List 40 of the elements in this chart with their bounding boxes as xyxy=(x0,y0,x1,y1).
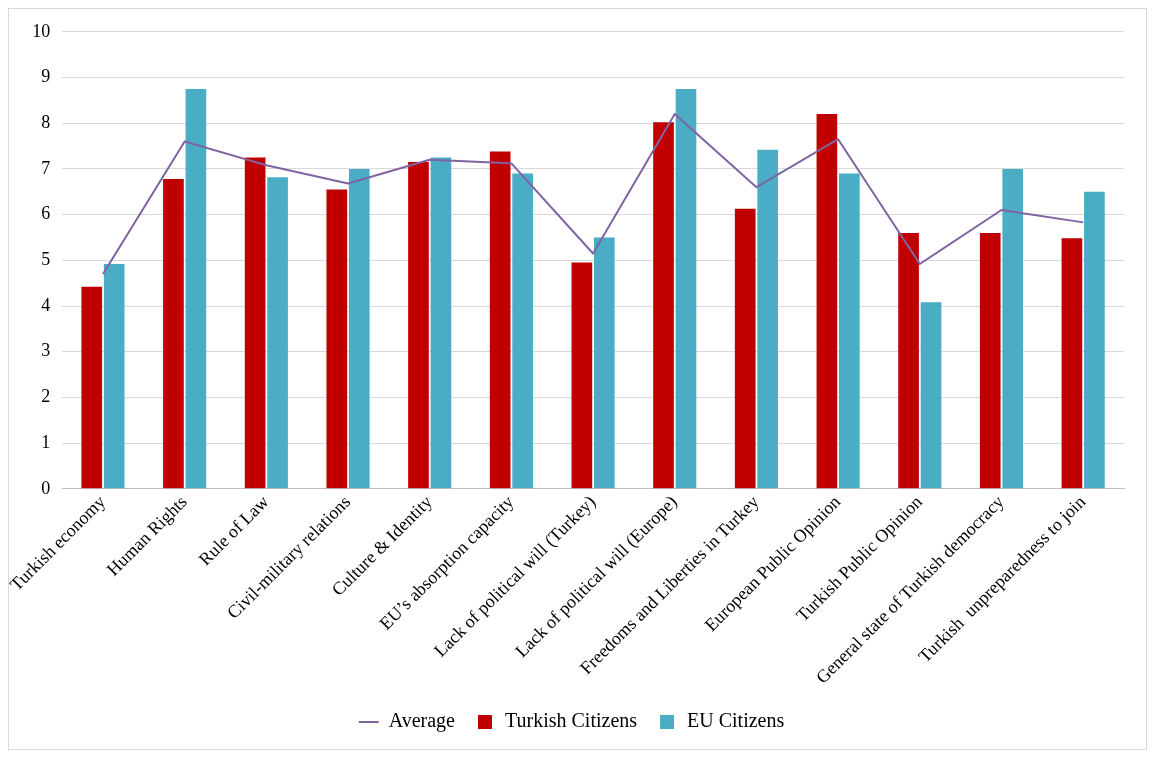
y-tick-label: 1 xyxy=(41,431,51,452)
bar xyxy=(81,286,103,489)
bar xyxy=(103,263,125,489)
legend-label: Average xyxy=(388,709,456,733)
bar xyxy=(653,122,674,489)
bar xyxy=(757,149,778,489)
bar xyxy=(593,237,615,489)
bar xyxy=(571,262,593,489)
bar xyxy=(512,173,533,489)
y-tick-label: 8 xyxy=(41,111,51,132)
bar xyxy=(1084,191,1105,489)
y-tick-label: 9 xyxy=(41,66,51,87)
bar xyxy=(675,88,697,489)
bar xyxy=(839,173,860,489)
y-tick-label: 4 xyxy=(41,294,51,315)
bar xyxy=(816,114,838,489)
y-tick-label: 10 xyxy=(32,20,51,41)
bar xyxy=(979,232,1001,489)
y-tick-label: 3 xyxy=(41,340,51,361)
legend-label: Turkish Citizens xyxy=(504,709,638,732)
legend-label: EU Citizens xyxy=(687,709,785,732)
bar xyxy=(734,208,756,489)
bar xyxy=(244,157,266,489)
bar xyxy=(267,177,288,489)
bar xyxy=(1002,168,1024,489)
bar xyxy=(408,162,429,489)
y-tick-label: 7 xyxy=(41,157,51,178)
bar xyxy=(430,157,452,489)
bar xyxy=(348,168,370,489)
y-tick-label: 5 xyxy=(41,249,51,270)
y-tick-label: 0 xyxy=(41,477,51,498)
bar xyxy=(1061,238,1083,489)
y-tick-label: 6 xyxy=(41,203,51,224)
bar xyxy=(489,151,511,489)
bar xyxy=(920,302,942,489)
bar xyxy=(326,189,348,489)
bar xyxy=(185,88,207,489)
bar xyxy=(163,178,184,489)
y-tick-label: 2 xyxy=(41,386,51,407)
bar xyxy=(898,232,919,489)
